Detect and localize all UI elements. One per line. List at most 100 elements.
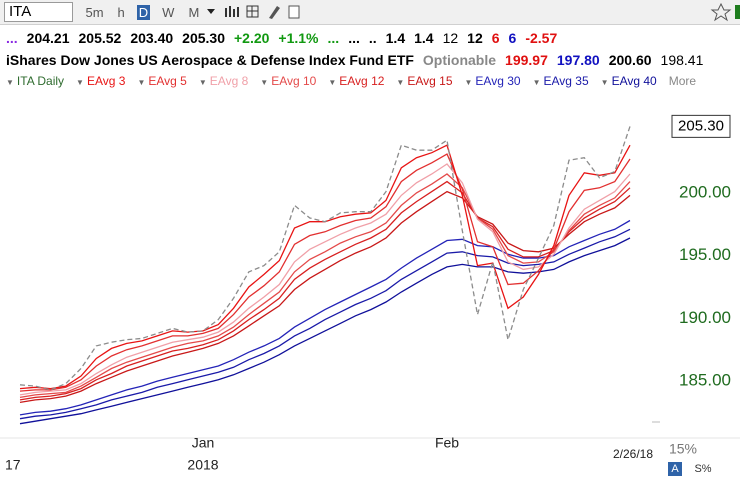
quote-item: 12 bbox=[467, 30, 483, 46]
quote-item: ... bbox=[348, 30, 360, 46]
legend-item[interactable]: ▼ EAvg 30 bbox=[465, 74, 521, 88]
y-tick-label: 185.00 bbox=[679, 371, 731, 390]
a-button-bg[interactable] bbox=[668, 462, 682, 476]
x-year-label: 2018 bbox=[187, 457, 218, 473]
rt-icon[interactable] bbox=[735, 5, 740, 19]
star-icon[interactable] bbox=[710, 2, 732, 22]
last-value-box bbox=[671, 114, 731, 138]
pen-icon[interactable] bbox=[269, 6, 281, 19]
interval-button[interactable]: h bbox=[117, 4, 125, 20]
legend-item[interactable]: ▼ EAvg 10 bbox=[260, 74, 316, 88]
legend-item[interactable]: ▼ EAvg 15 bbox=[396, 74, 452, 88]
description-item: 199.97 bbox=[505, 52, 548, 68]
legend-item[interactable]: ▼ EAvg 5 bbox=[137, 74, 186, 88]
a-button[interactable]: A bbox=[671, 463, 679, 475]
zoom-label: 15% bbox=[669, 441, 697, 457]
bar-icon[interactable] bbox=[225, 6, 240, 17]
grid-icon[interactable] bbox=[246, 5, 259, 18]
dropdown-arrow[interactable] bbox=[207, 9, 216, 14]
legend-item[interactable]: ▼ EAvg 8 bbox=[199, 74, 248, 88]
interval-group: 5m h D W M bbox=[73, 4, 201, 20]
chart-background bbox=[0, 92, 740, 479]
x-year-label: 17 bbox=[5, 457, 21, 473]
quote-item: 1.4 bbox=[414, 30, 434, 46]
interval-button[interactable]: W bbox=[162, 4, 175, 20]
legend-label: EAvg 3 bbox=[86, 74, 126, 88]
quote-item: 205.30 bbox=[182, 30, 225, 46]
y-tick-label: 195.00 bbox=[679, 245, 731, 264]
quote-item: 6 bbox=[508, 30, 517, 46]
quote-item: ... bbox=[327, 30, 340, 46]
quote-item: 203.40 bbox=[130, 30, 174, 46]
toolbar: ITA 5m h D W M bbox=[0, 0, 740, 25]
quote-item: 1.4 bbox=[385, 30, 406, 46]
legend-more[interactable]: More bbox=[668, 74, 697, 88]
legend-caret: ▼ bbox=[76, 78, 84, 87]
legend-caret: ▼ bbox=[6, 78, 14, 87]
last-value-label: 205.30 bbox=[678, 117, 724, 134]
legend-label: EAvg 12 bbox=[339, 74, 385, 88]
description-item: Optionable bbox=[422, 52, 497, 68]
ema-line bbox=[19, 237, 631, 425]
quote-item: -2.57 bbox=[525, 30, 558, 46]
chart: 185.00 190.00 195.00 200.00 17 Jan 2018 Feb 2/26… bbox=[0, 92, 740, 479]
quote-row: ... 204.21 205.52 203.40 205.30 +2.20 +1.1%...… bbox=[0, 28, 740, 48]
legend-item[interactable]: ▼ ITA Daily bbox=[6, 74, 64, 88]
quote-item: 205.52 bbox=[78, 30, 122, 46]
x-tick-label: Feb bbox=[435, 435, 459, 451]
legend-caret: ▼ bbox=[464, 78, 473, 87]
quote-item: +1.1% bbox=[278, 30, 319, 46]
price-line bbox=[19, 126, 631, 391]
ema-line bbox=[19, 190, 631, 404]
legend-label: EAvg 5 bbox=[148, 74, 187, 88]
spct-button[interactable]: S% bbox=[694, 463, 711, 475]
description-row: iShares Dow Jones US Aerospace & Defense… bbox=[0, 50, 740, 70]
quote-item: .. bbox=[368, 30, 377, 46]
ema-line bbox=[19, 180, 631, 401]
legend: ▼ ITA Daily ▼ EAvg 3 ▼ EAvg 5 ▼ EAvg 8 ▼ EAvg 10 ▼… bbox=[0, 72, 740, 90]
y-tick-label: 190.00 bbox=[679, 308, 731, 327]
ema-line bbox=[19, 153, 631, 392]
description-item: 198.41 bbox=[660, 52, 704, 68]
legend-label: EAvg 8 bbox=[209, 74, 249, 88]
interval-button[interactable]: M bbox=[188, 4, 200, 20]
symbol-box[interactable]: ITA bbox=[4, 2, 74, 22]
legend-item[interactable]: ▼ EAvg 35 bbox=[533, 74, 589, 88]
legend-label: EAvg 10 bbox=[271, 74, 317, 88]
ema-line bbox=[19, 228, 631, 420]
legend-caret: ▼ bbox=[532, 78, 541, 87]
legend-label: EAvg 40 bbox=[611, 74, 657, 88]
ema-line bbox=[19, 163, 631, 396]
interval-button[interactable]: 5m bbox=[85, 4, 104, 20]
legend-caret: ▼ bbox=[260, 78, 269, 87]
toolbar-icons bbox=[207, 2, 740, 22]
legend-caret: ▼ bbox=[198, 78, 207, 87]
legend-item[interactable]: ▼ EAvg 12 bbox=[328, 74, 384, 88]
legend-caret: ▼ bbox=[396, 78, 405, 87]
quote-item: +2.20 bbox=[233, 30, 270, 46]
quote-item: ... bbox=[6, 30, 18, 46]
y-tick-label: 200.00 bbox=[679, 182, 731, 201]
description-item: 200.60 bbox=[608, 52, 652, 68]
quote-item: 204.21 bbox=[26, 30, 70, 46]
quote-item: 12 bbox=[442, 30, 459, 46]
legend-label: EAvg 15 bbox=[407, 74, 453, 88]
legend-label: EAvg 35 bbox=[543, 74, 589, 88]
description-item: iShares Dow Jones US Aerospace & Defense… bbox=[6, 52, 414, 68]
description-item: 197.80 bbox=[556, 52, 600, 68]
legend-caret: ▼ bbox=[600, 78, 609, 87]
legend-item[interactable]: ▼ EAvg 40 bbox=[601, 74, 657, 88]
note-icon[interactable] bbox=[288, 5, 300, 19]
interval-button[interactable]: D bbox=[136, 4, 151, 20]
legend-label: EAvg 30 bbox=[475, 74, 521, 88]
ema-line bbox=[19, 173, 631, 399]
ema-line bbox=[19, 219, 631, 416]
legend-caret: ▼ bbox=[328, 78, 337, 87]
legend-item[interactable]: ▼ EAvg 3 bbox=[76, 74, 125, 88]
legend-caret: ▼ bbox=[137, 78, 146, 87]
quote-item: 6 bbox=[491, 30, 500, 46]
legend-label: ITA Daily bbox=[16, 74, 65, 88]
x-tick-label: Jan bbox=[192, 435, 215, 451]
last-date-label: 2/26/18 bbox=[613, 447, 653, 461]
